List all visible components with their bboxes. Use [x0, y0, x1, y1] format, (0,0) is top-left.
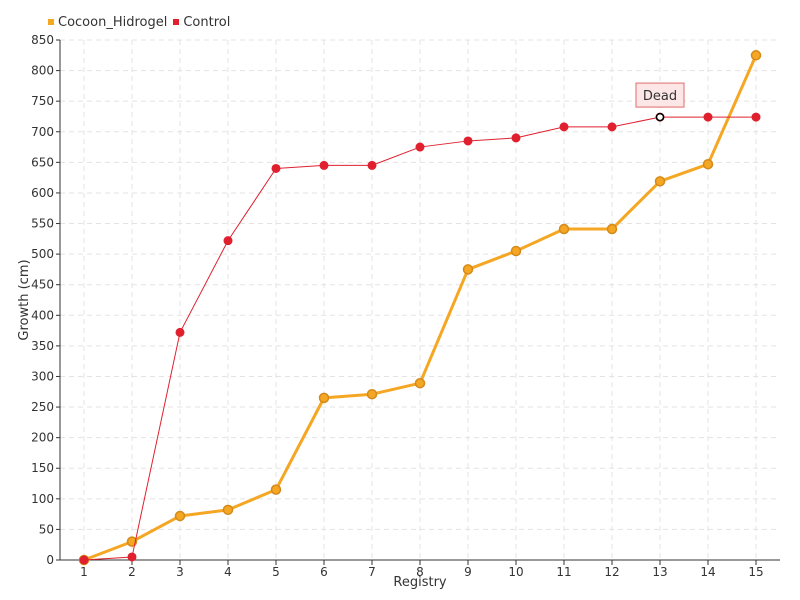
y-tick-label: 650	[31, 155, 54, 169]
x-tick-label: 12	[604, 565, 619, 579]
data-point-control[interactable]	[751, 112, 761, 122]
x-axis-title: Registry	[393, 575, 447, 590]
y-tick-label: 100	[31, 492, 54, 506]
legend-item-control[interactable]: Control	[173, 15, 230, 30]
x-tick-label: 1	[80, 565, 88, 579]
y-tick-label: 200	[31, 431, 54, 445]
tooltip-box	[635, 82, 685, 108]
y-tick-label: 0	[46, 553, 54, 567]
data-point-control[interactable]	[175, 327, 185, 337]
data-point-control[interactable]	[127, 552, 137, 562]
data-point-cocoon-hidrogel[interactable]	[702, 158, 714, 170]
x-tick-label: 10	[508, 565, 523, 579]
x-tick-label: 11	[556, 565, 571, 579]
data-point-control[interactable]	[463, 136, 473, 146]
data-point-cocoon-hidrogel[interactable]	[222, 504, 234, 516]
data-point-cocoon-hidrogel[interactable]	[414, 377, 426, 389]
data-point-cocoon-hidrogel[interactable]	[318, 392, 330, 404]
data-point-cocoon-hidrogel[interactable]	[270, 484, 282, 495]
x-tick-label: 4	[224, 565, 232, 579]
legend-label-control: Control	[183, 14, 231, 30]
y-tick-label: 750	[31, 94, 54, 108]
x-tick-label: 15	[748, 565, 763, 579]
data-point-control[interactable]	[367, 160, 377, 170]
y-tick-label: 500	[31, 247, 54, 261]
data-point-cocoon-hidrogel[interactable]	[606, 223, 618, 235]
x-axis-ticks: 1 2 3 4 5 6 7 8 9 10 11 12 13 14 15	[80, 560, 764, 579]
x-tick-label: 5	[272, 565, 280, 579]
x-tick-label: 3	[176, 565, 184, 579]
data-point-control[interactable]	[559, 122, 569, 132]
y-tick-label: 800	[31, 64, 54, 78]
x-tick-label: 13	[652, 565, 667, 579]
x-tick-label: 14	[700, 565, 715, 579]
legend-swatch-cocoon-hidrogel	[48, 19, 54, 25]
x-tick-label: 8	[416, 565, 424, 579]
y-tick-label: 150	[31, 461, 54, 475]
x-tick-label: 6	[320, 565, 328, 579]
data-point-cocoon-hidrogel[interactable]	[174, 510, 186, 522]
data-point-control[interactable]	[319, 160, 329, 170]
y-tick-label: 250	[31, 400, 54, 414]
data-point-control[interactable]	[79, 555, 89, 565]
y-tick-label: 50	[39, 522, 54, 536]
y-tick-label: 600	[31, 186, 54, 200]
y-tick-label: 850	[31, 33, 54, 47]
y-tick-label: 550	[31, 217, 54, 231]
highlighted-point-marker[interactable]	[655, 112, 665, 122]
data-point-cocoon-hidrogel[interactable]	[462, 264, 474, 275]
series-cocoon-hidrogel	[78, 50, 762, 566]
legend-item-cocoon-hidrogel[interactable]: Cocoon_Hidrogel	[48, 15, 167, 30]
data-point-cocoon-hidrogel[interactable]	[558, 223, 570, 235]
series-control	[79, 112, 761, 565]
y-tick-label: 300	[31, 369, 54, 383]
data-point-control[interactable]	[511, 133, 521, 143]
data-point-control[interactable]	[223, 236, 233, 246]
data-point-cocoon-hidrogel[interactable]	[750, 50, 762, 61]
y-tick-label: 450	[31, 278, 54, 292]
data-point-cocoon-hidrogel[interactable]	[366, 388, 378, 400]
data-point-control[interactable]	[271, 163, 281, 173]
annotation-tooltip: Dead	[635, 82, 685, 122]
x-tick-label: 2	[128, 565, 136, 579]
y-axis-ticks: 0 50 100 150 200 250 300 350 400 450 500 550 600 650 7…	[31, 33, 60, 567]
grid-lines	[60, 39, 780, 560]
legend-label-cocoon-hidrogel: Cocoon_Hidrogel	[58, 14, 168, 30]
legend-swatch-control	[173, 19, 180, 25]
x-tick-label: 7	[368, 565, 376, 579]
y-tick-label: 400	[31, 308, 54, 322]
data-point-cocoon-hidrogel[interactable]	[654, 176, 666, 187]
data-point-control[interactable]	[607, 122, 617, 132]
series-group	[78, 50, 762, 566]
data-point-control[interactable]	[415, 142, 425, 152]
chart-legend: Cocoon_Hidrogel Control	[48, 12, 236, 32]
x-tick-label: 9	[464, 565, 472, 579]
y-tick-label: 700	[31, 125, 54, 139]
tooltip-text: Dead	[643, 89, 677, 104]
data-point-cocoon-hidrogel[interactable]	[510, 245, 522, 257]
data-point-control[interactable]	[703, 112, 713, 122]
annotations: Dead	[635, 82, 685, 122]
y-tick-label: 350	[31, 339, 54, 353]
data-point-cocoon-hidrogel[interactable]	[126, 536, 138, 547]
y-axis-title: Growth (cm)	[17, 259, 32, 340]
